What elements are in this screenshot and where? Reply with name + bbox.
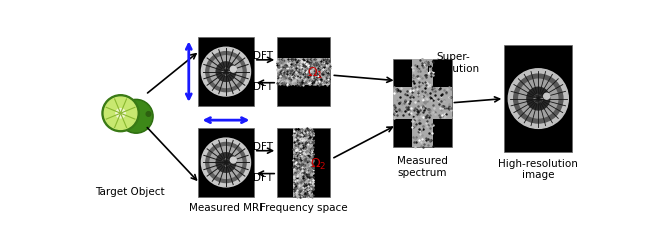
Text: Target Object: Target Object (95, 187, 165, 197)
Circle shape (121, 101, 151, 132)
Bar (277, 128, 329, 197)
Circle shape (206, 142, 246, 183)
Text: $\Omega_1$: $\Omega_1$ (307, 66, 323, 81)
Circle shape (206, 52, 246, 92)
Text: Measured
spectrum: Measured spectrum (397, 156, 448, 178)
Text: High-resolution
image: High-resolution image (498, 159, 578, 180)
Circle shape (222, 68, 229, 75)
Circle shape (116, 109, 125, 118)
Circle shape (216, 62, 236, 81)
Bar (504, 45, 572, 152)
Text: IDFT: IDFT (250, 173, 273, 183)
Circle shape (125, 105, 137, 117)
Circle shape (201, 138, 251, 187)
Text: IDFT: IDFT (250, 82, 273, 92)
Circle shape (210, 56, 242, 88)
Bar (293, 128, 313, 197)
Circle shape (527, 87, 550, 110)
Bar (412, 59, 433, 147)
Bar (198, 128, 254, 197)
Circle shape (222, 159, 229, 166)
Circle shape (216, 153, 236, 172)
Circle shape (508, 69, 568, 128)
Circle shape (230, 66, 236, 72)
Bar (277, 37, 329, 106)
Text: Super-
resolution: Super- resolution (428, 52, 480, 74)
Circle shape (104, 97, 137, 129)
Circle shape (146, 112, 151, 116)
Circle shape (119, 99, 153, 133)
Bar (277, 59, 329, 85)
Text: Frequency space: Frequency space (259, 203, 348, 213)
Circle shape (210, 147, 242, 178)
Bar (198, 37, 254, 106)
Text: $\Omega_2$: $\Omega_2$ (310, 157, 326, 172)
Circle shape (534, 94, 542, 103)
Bar (394, 59, 452, 147)
Bar (394, 87, 452, 119)
Circle shape (102, 95, 139, 132)
Text: DFT: DFT (253, 142, 273, 152)
Circle shape (230, 157, 236, 163)
Circle shape (201, 47, 251, 96)
Text: Measured MRI: Measured MRI (189, 203, 263, 213)
Circle shape (514, 74, 563, 123)
Circle shape (519, 79, 558, 118)
Text: DFT: DFT (253, 51, 273, 61)
Circle shape (544, 93, 550, 99)
